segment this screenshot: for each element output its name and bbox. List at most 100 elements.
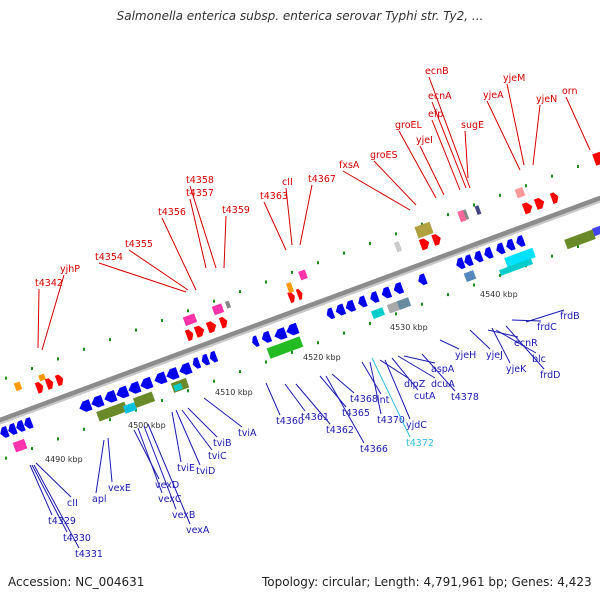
bottom-gene-label: aspA — [431, 364, 455, 375]
feature-block — [499, 258, 533, 276]
tick-mark — [161, 318, 163, 322]
leader-line — [325, 375, 365, 444]
top-gene-label: yjeM — [503, 73, 525, 84]
reverse-gene-arrow — [0, 425, 10, 438]
leader-line — [31, 464, 68, 533]
leader-line — [147, 423, 191, 525]
tick-mark — [57, 437, 59, 441]
bottom-gene-label: t4368 — [350, 394, 378, 405]
tick-mark — [187, 389, 189, 393]
reverse-gene-arrow — [140, 376, 154, 390]
forward-gene-arrow — [418, 238, 430, 251]
reverse-gene-arrow — [201, 353, 211, 366]
feature-block — [96, 401, 128, 422]
bottom-gene-label: blc — [532, 354, 546, 365]
reverse-gene-arrow — [24, 417, 34, 429]
tick-mark — [83, 427, 85, 431]
scale-label: 4500 kbp — [128, 421, 166, 430]
reverse-gene-arrow — [496, 242, 506, 255]
forward-gene-arrow — [218, 316, 228, 329]
reverse-gene-arrow — [166, 367, 180, 380]
tick-mark — [135, 328, 137, 332]
leader-line — [403, 355, 436, 364]
top-gene-label: efp — [428, 109, 443, 120]
tick-mark — [317, 341, 319, 345]
leader-line — [299, 184, 313, 246]
feature-block — [474, 205, 482, 216]
forward-gene-arrow — [193, 325, 205, 338]
tick-mark — [395, 232, 397, 236]
reverse-gene-arrow — [79, 399, 93, 412]
leader-line — [133, 429, 160, 480]
tick-mark — [343, 251, 345, 255]
bottom-gene-label: vexE — [108, 483, 131, 494]
bottom-gene-label: tviA — [238, 428, 257, 439]
feature-block — [370, 307, 386, 319]
reverse-gene-arrow — [261, 330, 273, 343]
leader-line — [175, 409, 201, 466]
tick-mark — [499, 193, 501, 197]
feature-block — [462, 209, 470, 220]
leader-line — [319, 375, 347, 408]
leader-line — [95, 439, 105, 494]
tick-mark — [291, 350, 293, 354]
bottom-gene-label: t4370 — [377, 415, 405, 426]
forward-gene-arrow — [44, 378, 54, 390]
tick-mark — [239, 290, 241, 294]
leader-line — [265, 382, 281, 416]
feature-block — [13, 381, 23, 392]
scale-label: 4520 kbp — [303, 353, 341, 362]
bottom-gene-label: tviD — [196, 466, 215, 477]
tick-mark — [343, 331, 345, 335]
top-gene-label: yjhP — [60, 264, 80, 275]
reverse-gene-arrow — [393, 282, 405, 295]
bottom-gene-label: vexC — [158, 494, 182, 505]
top-gene-label: t4363 — [260, 191, 288, 202]
tick-mark — [369, 321, 371, 325]
leader-line — [41, 274, 65, 351]
tick-mark — [57, 357, 59, 361]
leader-line — [361, 361, 382, 395]
reverse-gene-arrow — [484, 246, 494, 259]
reverse-gene-arrow — [286, 322, 300, 336]
leader-line — [431, 119, 461, 191]
feature-block — [592, 151, 600, 166]
leader-line — [373, 160, 417, 206]
reverse-gene-arrow — [345, 299, 357, 312]
leader-line — [189, 198, 207, 269]
feature-block — [224, 300, 232, 309]
leader-line — [189, 185, 217, 269]
bottom-gene-label: frdC — [537, 322, 557, 333]
tick-mark — [291, 270, 293, 274]
feature-block — [122, 402, 138, 414]
feature-block — [132, 391, 156, 408]
tick-mark — [5, 376, 7, 380]
tick-mark — [239, 370, 241, 374]
tick-mark — [499, 273, 501, 277]
feature-block — [414, 221, 434, 239]
feature-block — [514, 186, 526, 199]
bottom-gene-label: tviB — [213, 438, 232, 449]
leader-line — [428, 76, 471, 189]
tick-mark — [5, 456, 7, 460]
tick-mark — [577, 245, 579, 249]
top-gene-label: groEL — [395, 120, 423, 131]
tick-mark — [577, 165, 579, 169]
bottom-gene-label: t4361 — [301, 412, 329, 423]
leader-line — [143, 425, 177, 510]
leader-line — [107, 437, 113, 483]
leader-line — [525, 309, 565, 323]
tick-mark — [551, 254, 553, 258]
top-gene-label: t4342 — [35, 278, 63, 289]
leader-line — [171, 411, 182, 463]
leader-line — [505, 325, 545, 370]
feature-block — [266, 336, 304, 359]
tick-mark — [447, 213, 449, 217]
reverse-gene-arrow — [370, 291, 380, 303]
reverse-gene-arrow — [154, 371, 168, 385]
leader-line — [285, 187, 293, 246]
leader-line — [33, 464, 80, 549]
top-gene-label: t4367 — [308, 174, 336, 185]
tick-mark — [421, 222, 423, 226]
bottom-gene-label: t4365 — [342, 408, 370, 419]
